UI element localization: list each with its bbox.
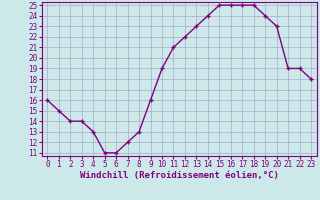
- X-axis label: Windchill (Refroidissement éolien,°C): Windchill (Refroidissement éolien,°C): [80, 171, 279, 180]
